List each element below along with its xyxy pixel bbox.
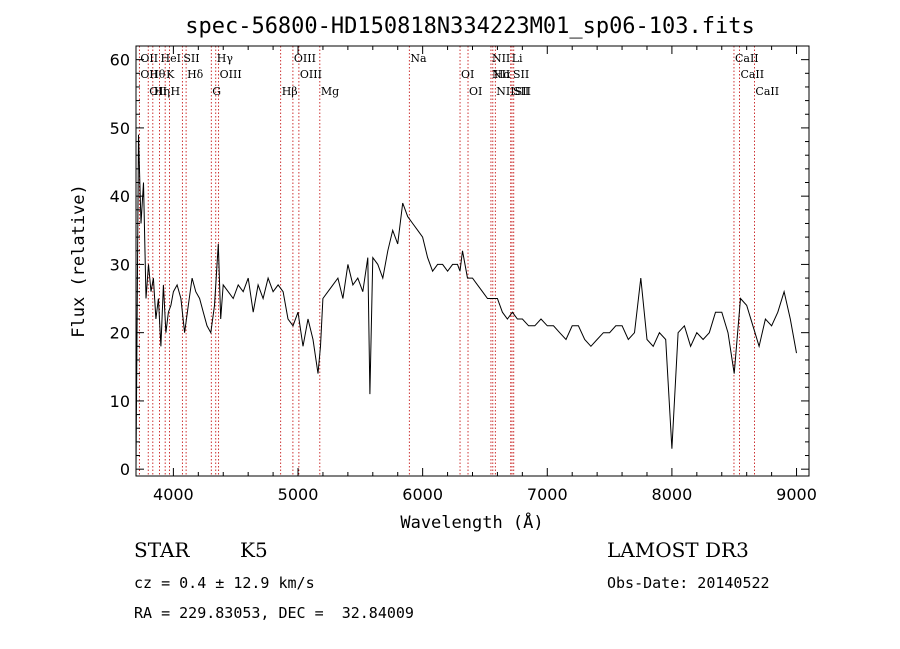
x-tick-label: 6000 xyxy=(402,485,443,504)
x-tick-label: 8000 xyxy=(652,485,693,504)
line-marker-label: SII xyxy=(515,85,531,98)
line-marker-label: Hδ xyxy=(187,68,204,81)
y-tick-label: 30 xyxy=(110,255,130,274)
plot-frame xyxy=(135,45,810,477)
line-marker-label: Hθ xyxy=(149,68,166,81)
line-marker-label: Mg xyxy=(321,85,339,98)
y-tick-label: 20 xyxy=(110,324,130,343)
line-marker-label: CaII xyxy=(740,68,764,81)
y-tick-label: 50 xyxy=(110,119,130,138)
line-marker-label: OIII xyxy=(294,52,316,65)
line-marker-label: OII xyxy=(140,68,158,81)
line-marker-label: OIII xyxy=(220,68,242,81)
chart-title: spec-56800-HD150818N334223M01_sp06-103.f… xyxy=(185,14,755,39)
line-marker-label: Hη xyxy=(154,85,170,98)
line-marker-label: H xyxy=(171,85,181,98)
line-marker-label: NII xyxy=(492,68,510,81)
object-class: STAR xyxy=(134,538,190,562)
spectral-line-labels: OIIOIIHθOIIHηHeIKHSIIHδGHγOIIIHβOIIIOIII… xyxy=(140,52,779,98)
line-marker-label: Hγ xyxy=(217,52,234,65)
spectral-line-markers xyxy=(138,46,755,476)
x-axis-label: Wavelength (Å) xyxy=(400,511,543,533)
line-marker-label: Hα xyxy=(494,68,512,81)
line-marker-label: SII xyxy=(513,85,529,98)
line-marker-label: OII xyxy=(140,52,158,65)
x-axis-ticks: 4000 5000 6000 7000 8000 9000 xyxy=(153,46,817,504)
y-tick-label: 40 xyxy=(110,187,130,206)
redshift-info: cz = 0.4 ± 12.9 km/s xyxy=(134,574,315,592)
observation-date: Obs-Date: 20140522 xyxy=(607,574,770,592)
line-marker-label: OI xyxy=(469,85,482,98)
line-marker-label: CaII xyxy=(735,52,759,65)
x-tick-label: 9000 xyxy=(776,485,817,504)
line-marker-label: Na xyxy=(410,52,427,65)
line-marker-label: CaII xyxy=(755,85,779,98)
y-tick-label: 10 xyxy=(110,392,130,411)
line-marker-label: NII xyxy=(492,52,510,65)
x-tick-label: 4000 xyxy=(153,485,194,504)
line-marker-label: Hβ xyxy=(282,85,298,98)
y-tick-label: 0 xyxy=(120,460,130,479)
line-marker-label: HeI xyxy=(161,52,181,65)
object-subclass: K5 xyxy=(240,538,268,562)
line-marker-label: G xyxy=(212,85,221,98)
survey-name: LAMOST DR3 xyxy=(607,538,749,562)
spectrum-series-line xyxy=(135,134,797,470)
line-marker-label: SII xyxy=(183,52,199,65)
y-axis-label: Flux (relative) xyxy=(69,184,89,338)
y-tick-label: 60 xyxy=(110,51,130,70)
line-marker-label: OII xyxy=(149,85,167,98)
x-tick-label: 5000 xyxy=(278,485,319,504)
coordinates: RA = 229.83053, DEC = 32.84009 xyxy=(134,604,414,622)
line-marker-label: NII xyxy=(496,85,514,98)
line-marker-label: OIII xyxy=(300,68,322,81)
line-marker-label: OI xyxy=(461,68,474,81)
x-tick-label: 7000 xyxy=(527,485,568,504)
line-marker-label: SII xyxy=(513,68,529,81)
y-axis-ticks: 0 10 20 30 40 50 60 xyxy=(110,51,809,479)
line-marker-label: Li xyxy=(512,52,523,65)
line-marker-label: K xyxy=(166,68,175,81)
